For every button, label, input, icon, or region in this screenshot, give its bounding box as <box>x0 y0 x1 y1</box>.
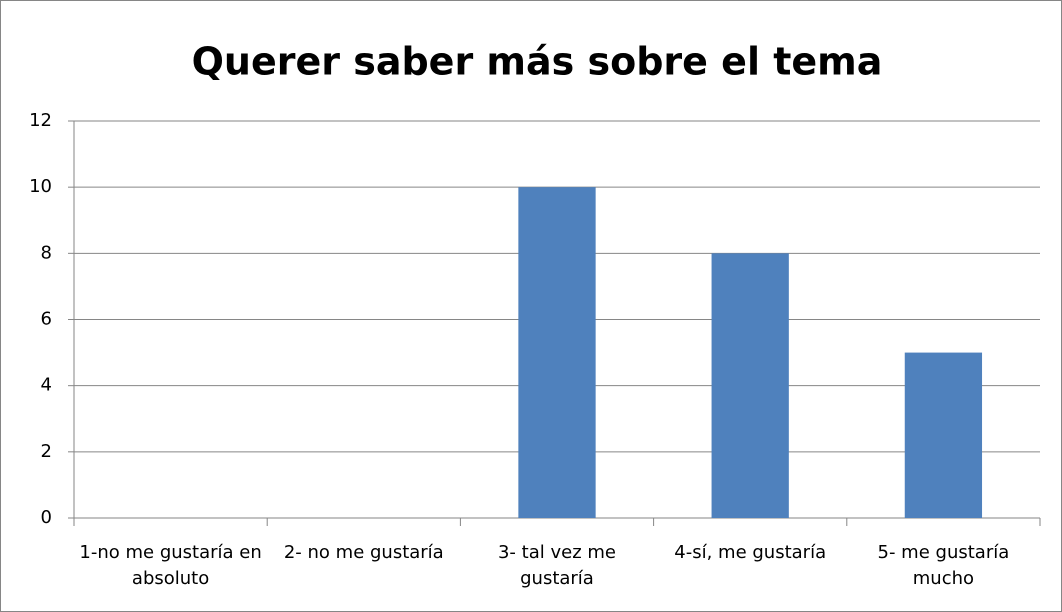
y-tick-label: 2 <box>41 441 52 462</box>
x-tick-label: 2- no me gustaría <box>283 542 444 563</box>
y-tick-label: 12 <box>29 110 52 131</box>
x-tick-label: 5- me gustaría mucho <box>877 542 1010 589</box>
bar <box>711 253 789 519</box>
y-tick-label: 6 <box>41 309 52 330</box>
y-tick-label: 10 <box>29 176 52 197</box>
x-tick-label: 1-no me gustaría en absoluto <box>79 542 262 589</box>
y-tick-label: 4 <box>41 375 52 396</box>
chart-title: Querer saber más sobre el tema <box>192 40 883 84</box>
x-tick-label: 4-sí, me gustaría <box>674 542 827 563</box>
y-tick-label: 8 <box>41 242 52 263</box>
y-tick-label: 0 <box>41 507 52 528</box>
x-tick-label: 3- tal vez me gustaría <box>497 542 616 589</box>
bar <box>904 352 983 518</box>
bar <box>518 187 596 518</box>
